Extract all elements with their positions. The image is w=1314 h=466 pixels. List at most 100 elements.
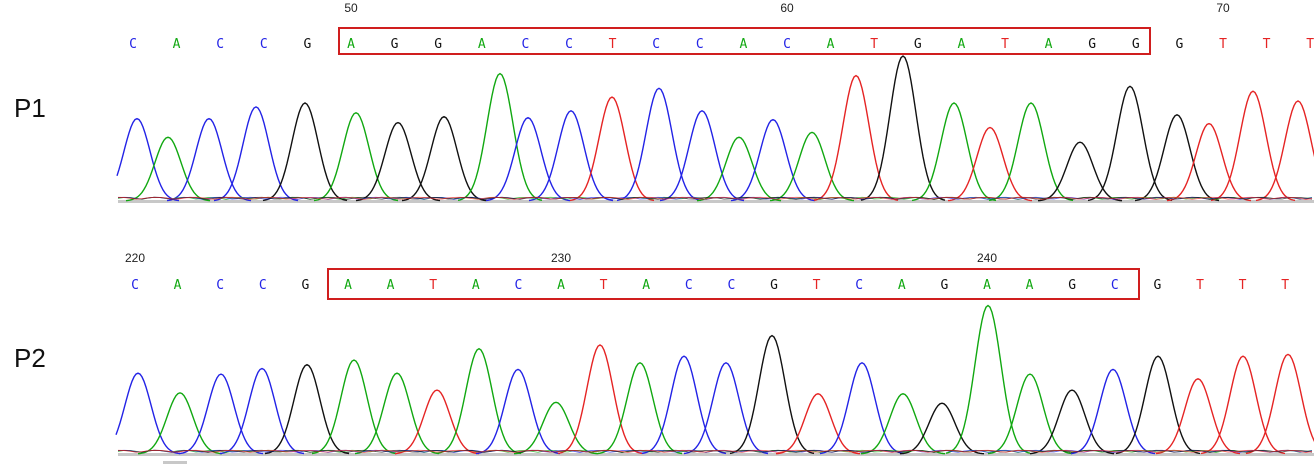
trace-peak bbox=[945, 304, 1031, 454]
trace-peak bbox=[1037, 141, 1123, 202]
trace-peak bbox=[769, 131, 855, 202]
panel-label-p1: P1 bbox=[14, 93, 46, 123]
base-call: T bbox=[1239, 278, 1247, 293]
trace-peak bbox=[116, 117, 180, 202]
base-call: C bbox=[514, 278, 522, 293]
base-call: A bbox=[898, 278, 906, 293]
base-call: C bbox=[216, 278, 224, 293]
base-call: T bbox=[870, 37, 878, 52]
base-call: A bbox=[173, 37, 181, 52]
base-call: C bbox=[259, 278, 267, 293]
base-call: G bbox=[1132, 37, 1140, 52]
chromatogram-p1: 50 60 70 C A C C G A G G A C C T C C A C A T G A T A G G G T T T bbox=[116, 1, 1314, 203]
trace-peak bbox=[597, 362, 683, 455]
trace-peak bbox=[1155, 378, 1241, 455]
position-tick-label: 70 bbox=[1216, 1, 1230, 15]
base-call: G bbox=[1175, 37, 1183, 52]
base-call: A bbox=[642, 278, 650, 293]
base-call: T bbox=[600, 278, 608, 293]
trace-peak bbox=[1255, 100, 1314, 202]
base-call: C bbox=[696, 37, 704, 52]
trace-peak bbox=[1245, 353, 1314, 455]
trace-peak bbox=[436, 347, 522, 455]
trace-peak bbox=[616, 87, 702, 202]
base-call: T bbox=[1306, 37, 1314, 52]
trace-peak bbox=[988, 102, 1074, 202]
base-call: A bbox=[478, 37, 486, 52]
trace-peak bbox=[475, 368, 561, 455]
trace-peak bbox=[683, 362, 769, 455]
trace-peak bbox=[401, 115, 487, 202]
trace-peak bbox=[1070, 368, 1156, 455]
base-call: G bbox=[1068, 278, 1076, 293]
base-call: T bbox=[1219, 37, 1227, 52]
base-call: A bbox=[557, 278, 565, 293]
base-call: C bbox=[131, 278, 139, 293]
trace-peak bbox=[166, 117, 252, 202]
trace-peak bbox=[311, 359, 397, 455]
base-call: T bbox=[1196, 278, 1204, 293]
base-call: T bbox=[609, 37, 617, 52]
base-call: G bbox=[1088, 37, 1096, 52]
base-call: T bbox=[1281, 278, 1289, 293]
trace-peak bbox=[947, 126, 1033, 202]
position-tick-label: 220 bbox=[125, 251, 145, 265]
trace-peak bbox=[775, 393, 861, 455]
base-call: G bbox=[391, 37, 399, 52]
base-call: G bbox=[1153, 278, 1161, 293]
base-call: A bbox=[347, 37, 355, 52]
base-call: T bbox=[813, 278, 821, 293]
base-call: A bbox=[739, 37, 747, 52]
trace-peak bbox=[513, 401, 599, 455]
base-call: C bbox=[260, 37, 268, 52]
trace-peak bbox=[485, 116, 571, 202]
trace-peak bbox=[899, 402, 985, 455]
trace-peak bbox=[1134, 114, 1220, 202]
base-call: A bbox=[344, 278, 352, 293]
base-call: A bbox=[957, 37, 965, 52]
base-call: C bbox=[685, 278, 693, 293]
position-tick-label: 230 bbox=[551, 251, 571, 265]
base-call: C bbox=[521, 37, 529, 52]
position-tick-label: 60 bbox=[780, 1, 794, 15]
trace-peak bbox=[557, 344, 643, 455]
trace-peak bbox=[569, 96, 655, 202]
trace-peak bbox=[1087, 85, 1173, 202]
trace-peak bbox=[696, 136, 782, 202]
trace-baseline bbox=[118, 453, 1314, 456]
base-call: A bbox=[827, 37, 835, 52]
panel-label-p2: P2 bbox=[14, 343, 46, 373]
base-call: C bbox=[129, 37, 137, 52]
trace-peak bbox=[178, 373, 264, 455]
base-call: G bbox=[914, 37, 922, 52]
trace-peak bbox=[987, 373, 1073, 455]
base-call: T bbox=[429, 278, 437, 293]
scroll-marker[interactable] bbox=[163, 461, 187, 464]
trace-peak bbox=[730, 118, 816, 202]
trace-peak bbox=[125, 136, 211, 202]
base-call: C bbox=[783, 37, 791, 52]
base-call: C bbox=[216, 37, 224, 52]
trace-noise bbox=[117, 196, 1313, 200]
trace-peak bbox=[355, 121, 441, 202]
base-call: C bbox=[565, 37, 573, 52]
trace-peak bbox=[1029, 389, 1115, 455]
trace-peak bbox=[262, 102, 348, 202]
trace-peak bbox=[457, 72, 543, 201]
base-call: C bbox=[855, 278, 863, 293]
base-call: G bbox=[940, 278, 948, 293]
target-region-box bbox=[327, 268, 1140, 300]
trace-peak bbox=[1200, 355, 1286, 455]
trace-peak bbox=[860, 393, 946, 455]
trace-peak bbox=[313, 112, 399, 202]
base-call: A bbox=[1045, 37, 1053, 52]
trace-peak bbox=[115, 372, 181, 455]
base-call: A bbox=[472, 278, 480, 293]
trace-peak bbox=[354, 372, 440, 455]
trace-peak bbox=[528, 110, 614, 202]
base-call: A bbox=[174, 278, 182, 293]
base-call: A bbox=[1026, 278, 1034, 293]
base-call: G bbox=[301, 278, 309, 293]
trace-peak bbox=[659, 110, 745, 202]
trace-peak bbox=[819, 362, 905, 455]
